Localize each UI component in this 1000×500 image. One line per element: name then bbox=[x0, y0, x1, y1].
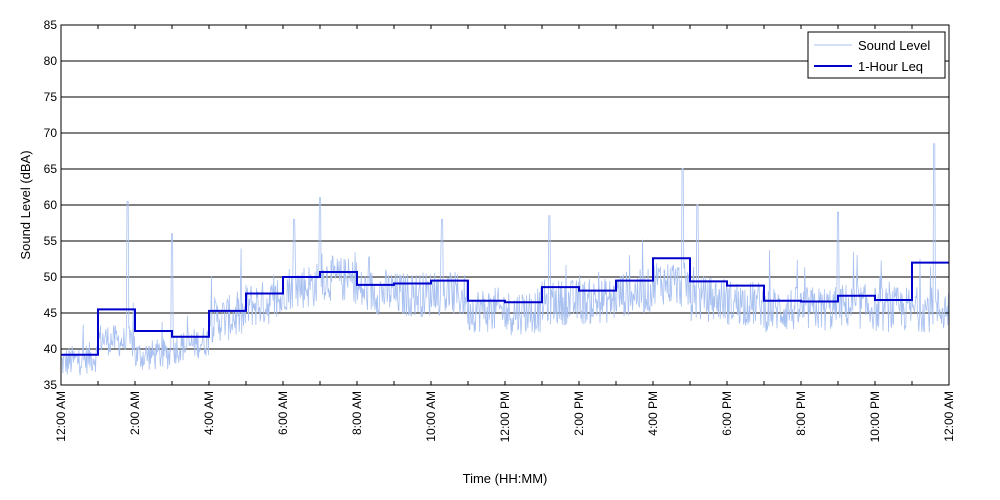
y-tick-label: 75 bbox=[44, 90, 58, 104]
y-axis-ticks: 35 40 45 50 55 60 65 70 75 80 85 bbox=[44, 18, 949, 392]
x-tick-label: 4:00 PM bbox=[646, 391, 660, 436]
x-tick-label: 6:00 AM bbox=[276, 391, 290, 435]
x-tick-label: 2:00 AM bbox=[128, 391, 142, 435]
x-tick-label: 10:00 PM bbox=[868, 391, 882, 442]
x-axis-ticks: 12:00 AM 2:00 AM 4:00 AM 6:00 AM 8:00 AM 10:0… bbox=[54, 25, 956, 442]
x-tick-label: 6:00 PM bbox=[720, 391, 734, 436]
x-tick-label: 8:00 AM bbox=[350, 391, 364, 435]
x-axis-label: Time (HH:MM) bbox=[463, 471, 548, 486]
y-tick-label: 50 bbox=[44, 270, 58, 284]
x-tick-label: 4:00 AM bbox=[202, 391, 216, 435]
x-tick-label: 10:00 AM bbox=[424, 391, 438, 442]
y-axis-label: Sound Level (dBA) bbox=[18, 150, 33, 259]
x-tick-label: 12:00 AM bbox=[54, 391, 68, 442]
y-tick-label: 70 bbox=[44, 126, 58, 140]
y-tick-label: 60 bbox=[44, 198, 58, 212]
y-tick-label: 40 bbox=[44, 342, 58, 356]
leq-step-line bbox=[61, 257, 949, 356]
y-tick-label: 35 bbox=[44, 378, 58, 392]
leq-series bbox=[61, 257, 949, 356]
y-tick-label: 80 bbox=[44, 54, 58, 68]
legend-entry-sound-level: Sound Level bbox=[858, 38, 930, 53]
y-tick-label: 85 bbox=[44, 18, 58, 32]
y-tick-label: 45 bbox=[44, 306, 58, 320]
x-tick-label: 12:00 AM bbox=[942, 391, 956, 442]
legend-box bbox=[807, 31, 946, 79]
x-tick-label: 12:00 PM bbox=[498, 391, 512, 442]
legend-entry-leq: 1-Hour Leq bbox=[858, 59, 923, 74]
y-tick-label: 65 bbox=[44, 162, 58, 176]
y-tick-label: 55 bbox=[44, 234, 58, 248]
x-tick-label: 8:00 PM bbox=[794, 391, 808, 436]
legend: Sound Level 1-Hour Leq bbox=[807, 31, 946, 79]
x-tick-label: 2:00 PM bbox=[572, 391, 586, 436]
